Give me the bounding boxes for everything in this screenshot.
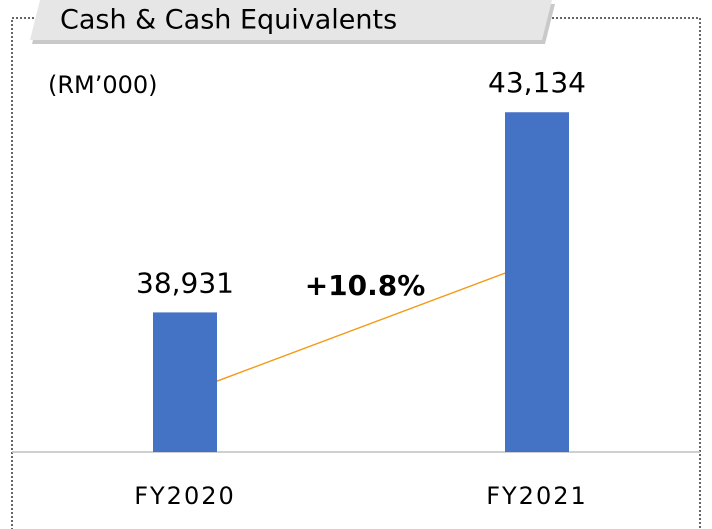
growth-annotation: +10.8% [305, 269, 426, 302]
growth-line [179, 256, 549, 396]
chart-title: Cash & Cash Equivalents [60, 5, 397, 36]
unit-label: (RM’000) [48, 71, 158, 99]
value-label: 43,134 [488, 66, 586, 99]
bar [153, 312, 217, 452]
x-tick-label: FY2021 [486, 482, 588, 510]
bar [505, 112, 569, 452]
x-tick-label: FY2020 [134, 482, 236, 510]
value-label: 38,931 [136, 266, 234, 299]
title-tab [30, 0, 552, 40]
